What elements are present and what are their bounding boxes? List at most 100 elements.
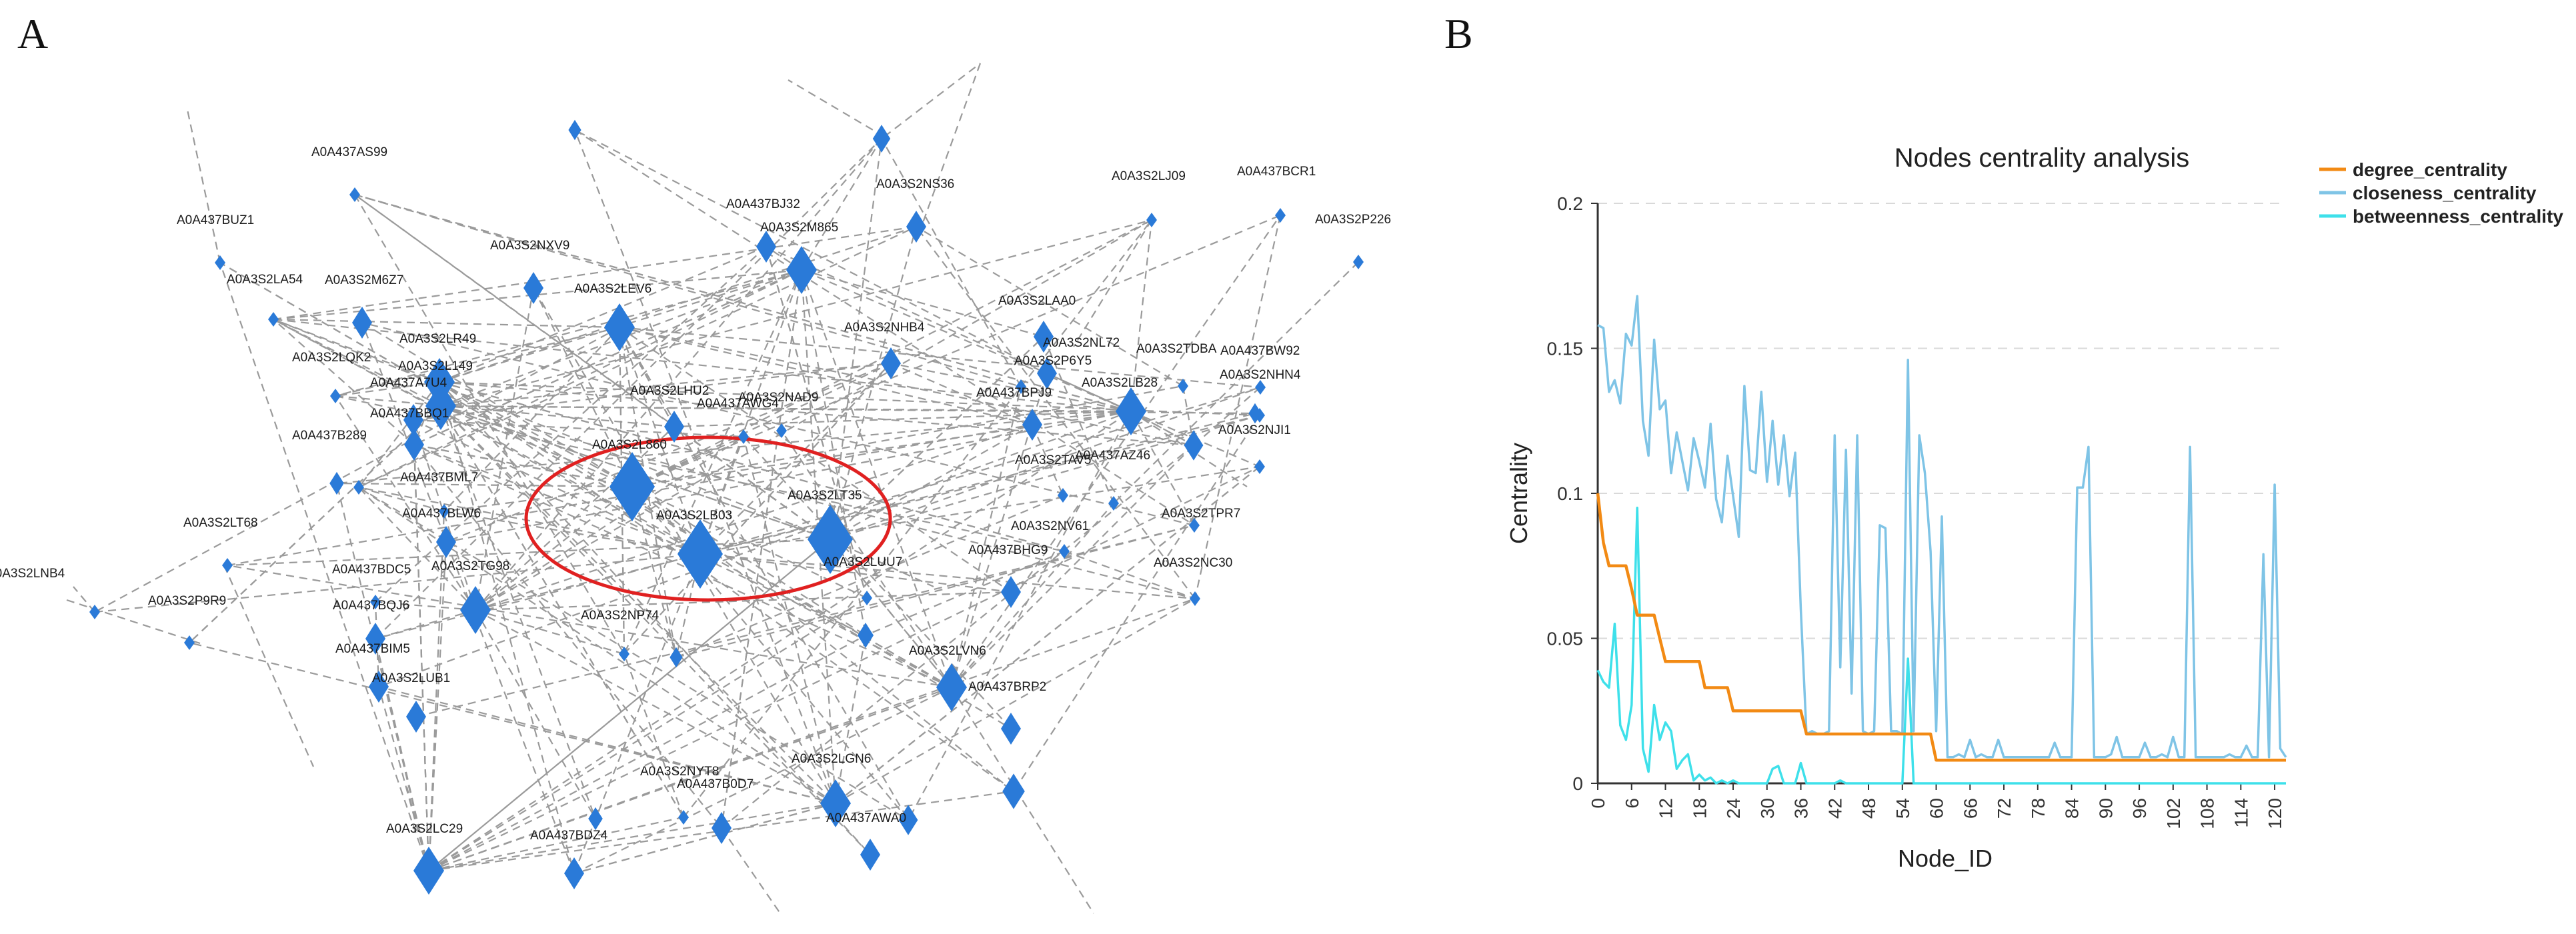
x-tick-label: 24 bbox=[1723, 798, 1744, 819]
network-node bbox=[898, 805, 918, 835]
network-edge bbox=[219, 262, 952, 688]
network-edge bbox=[619, 327, 675, 427]
network-edge bbox=[439, 381, 633, 487]
network-node bbox=[1034, 321, 1054, 353]
network-node-label: A0A3S2LA54 bbox=[227, 273, 303, 287]
network-edge bbox=[700, 363, 892, 555]
network-node-label: A0A437A7U4 bbox=[370, 376, 447, 390]
network-node bbox=[664, 411, 684, 443]
x-tick-label: 0 bbox=[1588, 798, 1608, 809]
network-edge bbox=[699, 269, 803, 555]
network-node bbox=[568, 119, 581, 141]
x-tick-label: 36 bbox=[1791, 798, 1812, 819]
x-tick-label: 114 bbox=[2231, 798, 2251, 828]
network-graph: A0A437AS99 A0A437BUZ1 A0A3S2LA54 A0A3S2M6Z7… bbox=[0, 63, 1391, 914]
network-node-label: A0A437BML7 bbox=[400, 471, 478, 485]
network-node bbox=[619, 647, 629, 661]
network-edge bbox=[413, 443, 952, 689]
network-edge bbox=[631, 214, 1281, 488]
network-edge bbox=[413, 419, 744, 438]
network-edge bbox=[361, 321, 1195, 527]
network-node-label: A0A3S2LAA0 bbox=[998, 294, 1076, 308]
network-node-label: A0A3S2LB28 bbox=[1082, 376, 1158, 390]
network-node bbox=[1016, 379, 1026, 394]
series-line-betweenness-centrality bbox=[1596, 507, 2286, 785]
network-edge bbox=[1064, 550, 1196, 600]
network-edge bbox=[273, 225, 917, 321]
network-edge bbox=[475, 609, 596, 819]
network-node-label: A0A3S2LVN6 bbox=[909, 644, 986, 658]
network-edge bbox=[919, 63, 982, 231]
network-node-label: A0A3S2LUU7 bbox=[824, 555, 902, 569]
network-edge bbox=[721, 827, 781, 914]
network-node bbox=[738, 429, 749, 444]
network-node bbox=[215, 255, 225, 270]
network-node-label: A0A437BDZ4 bbox=[530, 829, 608, 843]
y-tick-label: 0.2 bbox=[1557, 193, 1583, 214]
network-node-label: A0A3S2TG98 bbox=[431, 559, 509, 573]
network-edge bbox=[273, 319, 441, 407]
network-node bbox=[1255, 380, 1266, 395]
network-nodes bbox=[89, 119, 1364, 895]
network-edge bbox=[619, 327, 1012, 593]
network-node-label: A0A437BW92 bbox=[1220, 344, 1300, 358]
network-edge bbox=[619, 326, 1033, 426]
network-edge bbox=[766, 245, 1132, 413]
network-node bbox=[330, 389, 341, 403]
network-edge bbox=[358, 486, 445, 513]
network-edge bbox=[439, 381, 1014, 792]
network-edge bbox=[227, 538, 831, 567]
network-node-label: A0A3S2NAD9 bbox=[738, 391, 818, 405]
network-edge bbox=[533, 287, 633, 487]
network-edge bbox=[721, 445, 1194, 829]
network-edge bbox=[674, 410, 1132, 428]
network-edge bbox=[916, 226, 1184, 387]
network-edge bbox=[335, 395, 476, 611]
network-edges bbox=[66, 63, 1359, 914]
network-node-label: A0A437BQJ6 bbox=[333, 599, 409, 613]
network-node-label: A0A437BLW6 bbox=[402, 507, 481, 521]
network-node bbox=[712, 812, 732, 844]
network-node-label: A0A3S2L149 bbox=[398, 359, 473, 373]
network-node-label: A0A3S2LUB1 bbox=[372, 671, 450, 685]
network-node bbox=[872, 125, 891, 153]
series-line-closeness-centrality bbox=[1597, 295, 2287, 759]
network-node-label: A0A3S2NV61 bbox=[1011, 519, 1089, 533]
network-node bbox=[609, 452, 655, 521]
network-node bbox=[1116, 387, 1146, 435]
network-node bbox=[406, 701, 426, 733]
network-edge bbox=[438, 381, 575, 874]
network-node bbox=[808, 505, 853, 574]
x-tick-label: 12 bbox=[1656, 798, 1676, 819]
network-edge bbox=[475, 591, 1012, 611]
network-edge bbox=[273, 318, 620, 329]
network-node bbox=[756, 231, 776, 263]
network-edge bbox=[358, 487, 836, 804]
network-edge bbox=[73, 586, 95, 613]
x-ticks: 0 6 12 18 24 30 36 42 48 54 60 66 72 78 84 90 96 102 108 11… bbox=[1588, 783, 2285, 829]
legend-label: degree_centrality bbox=[2353, 159, 2507, 180]
network-edge bbox=[440, 405, 633, 488]
network-edge bbox=[273, 318, 831, 541]
network-edge bbox=[700, 386, 1261, 555]
network-edge bbox=[788, 79, 885, 137]
network-edge bbox=[273, 269, 802, 321]
network-edge bbox=[830, 424, 1033, 540]
network-edge bbox=[439, 405, 597, 819]
network-node bbox=[936, 663, 967, 711]
network-node-label: A0A437AWG4 bbox=[697, 397, 779, 411]
network-edge bbox=[800, 269, 953, 688]
network-node bbox=[353, 480, 364, 495]
x-tick-label: 6 bbox=[1622, 798, 1642, 809]
network-edge bbox=[94, 553, 701, 613]
network-node-label: A0A3S2TAV5 bbox=[1015, 453, 1091, 467]
core-cluster-highlight bbox=[524, 435, 892, 602]
x-tick-label: 96 bbox=[2129, 798, 2150, 819]
network-node bbox=[588, 807, 603, 831]
network-node bbox=[352, 307, 372, 339]
network-edge bbox=[428, 802, 836, 872]
x-tick-label: 60 bbox=[1926, 798, 1947, 819]
network-edge bbox=[427, 511, 445, 871]
network-edge bbox=[475, 609, 836, 804]
network-node bbox=[1059, 544, 1070, 559]
